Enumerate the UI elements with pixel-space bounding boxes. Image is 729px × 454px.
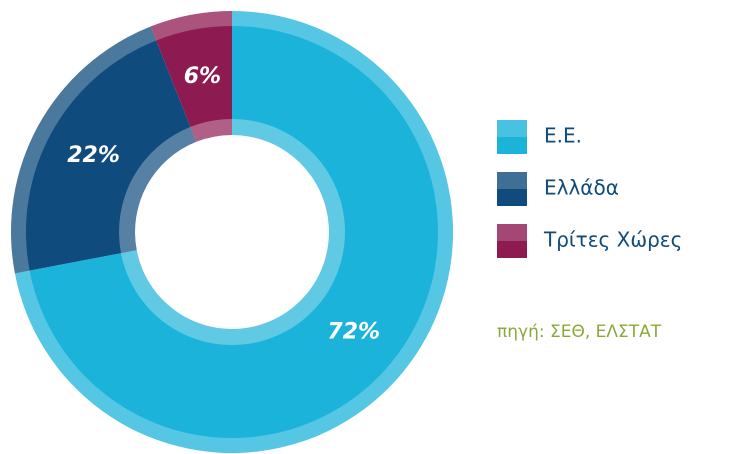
legend-swatch xyxy=(497,120,527,154)
legend-label: Τρίτες Χώρες xyxy=(543,228,682,252)
slice-rim xyxy=(118,126,197,254)
pie-slice xyxy=(150,11,232,142)
legend-label: Ελλάδα xyxy=(544,176,619,200)
slice-rim xyxy=(150,11,232,41)
legend-swatch xyxy=(497,172,527,206)
legend-swatch-shade xyxy=(497,172,527,189)
value-label: 22% xyxy=(67,143,120,168)
legend-swatch xyxy=(497,224,527,258)
legend-swatch-shade xyxy=(497,120,527,137)
pie-slice xyxy=(10,26,197,274)
legend-swatch-shade xyxy=(497,224,527,241)
value-label: 72% xyxy=(327,320,380,345)
pie-slice xyxy=(14,11,454,453)
value-label: 6% xyxy=(184,64,221,89)
source-note: πηγή: ΣΕΘ, ΕΛΣΤΑΤ xyxy=(497,322,662,342)
legend-label: Ε.Ε. xyxy=(544,124,582,148)
slice-rim xyxy=(190,119,232,142)
slice-rim xyxy=(10,26,157,274)
